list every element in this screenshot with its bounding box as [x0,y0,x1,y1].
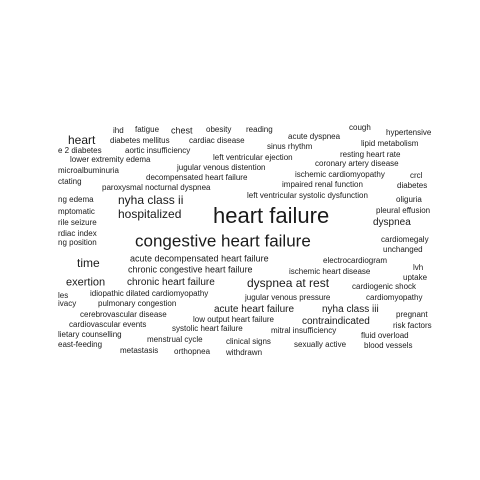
word: ischemic heart disease [289,267,371,276]
word: ihd [113,126,124,135]
word: microalbuminuria [58,166,119,175]
word: acute heart failure [214,304,295,315]
word: cardiogenic shock [352,282,417,291]
word: heart failure [213,203,330,228]
word: withdrawn [226,348,263,357]
word: jugular venous pressure [245,293,331,302]
word: ischemic cardiomyopathy [295,170,385,179]
word: coronary artery disease [315,159,399,168]
word: dyspnea at rest [247,276,330,290]
word: acute decompensated heart failure [130,253,269,264]
word: impaired renal function [282,180,363,189]
word: contraindicated [302,316,370,327]
word: oliguria [396,195,422,204]
word: clinical signs [226,337,271,346]
word: exertion [66,276,106,289]
word: dyspnea [373,217,411,228]
word: les [58,291,69,300]
word: acute dyspnea [288,132,341,141]
word: pulmonary congestion [98,299,177,308]
word: obesity [206,125,232,134]
word: aortic insufficiency [125,146,191,155]
word: fluid overload [361,331,409,340]
word: ng edema [58,195,94,204]
word: lower extremity edema [70,155,151,164]
word: diabetes [397,181,428,190]
word: hypertensive [386,128,432,137]
word: reading [246,125,273,134]
word: chest [171,125,193,136]
word: electrocardiogram [323,256,388,265]
word: cough [349,123,371,132]
word: sexually active [294,340,347,349]
word: ctating [58,177,82,186]
word: uptake [403,273,428,282]
word: risk factors [393,321,432,330]
word: metastasis [120,346,159,355]
word: left ventricular systolic dysfunction [247,191,368,200]
word: diabetes mellitus [110,136,170,145]
word: e 2 diabetes [58,146,102,155]
word: heart [68,133,96,147]
word: blood vessels [364,341,413,350]
word: chronic congestive heart failure [128,264,253,275]
word: mptomatic [58,207,95,216]
word: time [77,256,100,270]
word: low output heart failure [193,315,274,324]
word: lvh [413,263,424,272]
word: fatigue [135,125,160,134]
word: rile seizure [58,218,97,227]
word: ivacy [58,299,77,308]
word: lietary counselling [58,330,122,339]
word: resting heart rate [340,150,401,159]
word: congestive heart failure [135,231,311,251]
word: cardiomegaly [381,235,429,244]
word: mitral insufficiency [271,326,337,335]
word: nyha class iii [322,304,379,315]
word: idiopathic dilated cardiomyopathy [90,289,209,298]
word: crcl [410,171,423,180]
word: rdiac index [58,229,97,238]
word: east-feeding [58,340,103,349]
word: menstrual cycle [147,335,203,344]
word: cerebrovascular disease [80,310,167,319]
word: cardiac disease [189,136,245,145]
word: paroxysmal nocturnal dyspnea [102,183,211,192]
word: left ventricular ejection [213,153,293,162]
word: cardiomyopathy [366,293,423,302]
word: pleural effusion [376,206,431,215]
word: lipid metabolism [361,139,419,148]
word: chronic heart failure [127,277,215,288]
word: orthopnea [174,347,211,356]
word: hospitalized [118,207,182,221]
word: unchanged [383,245,423,254]
word: cardiovascular events [69,320,147,329]
word: nyha class ii [118,193,184,207]
word: sinus rhythm [267,142,313,151]
word: systolic heart failure [172,324,243,333]
word: jugular venous distention [177,163,266,172]
word: ng position [58,238,97,247]
word: decompensated heart failure [146,173,248,182]
word: pregnant [396,310,428,319]
